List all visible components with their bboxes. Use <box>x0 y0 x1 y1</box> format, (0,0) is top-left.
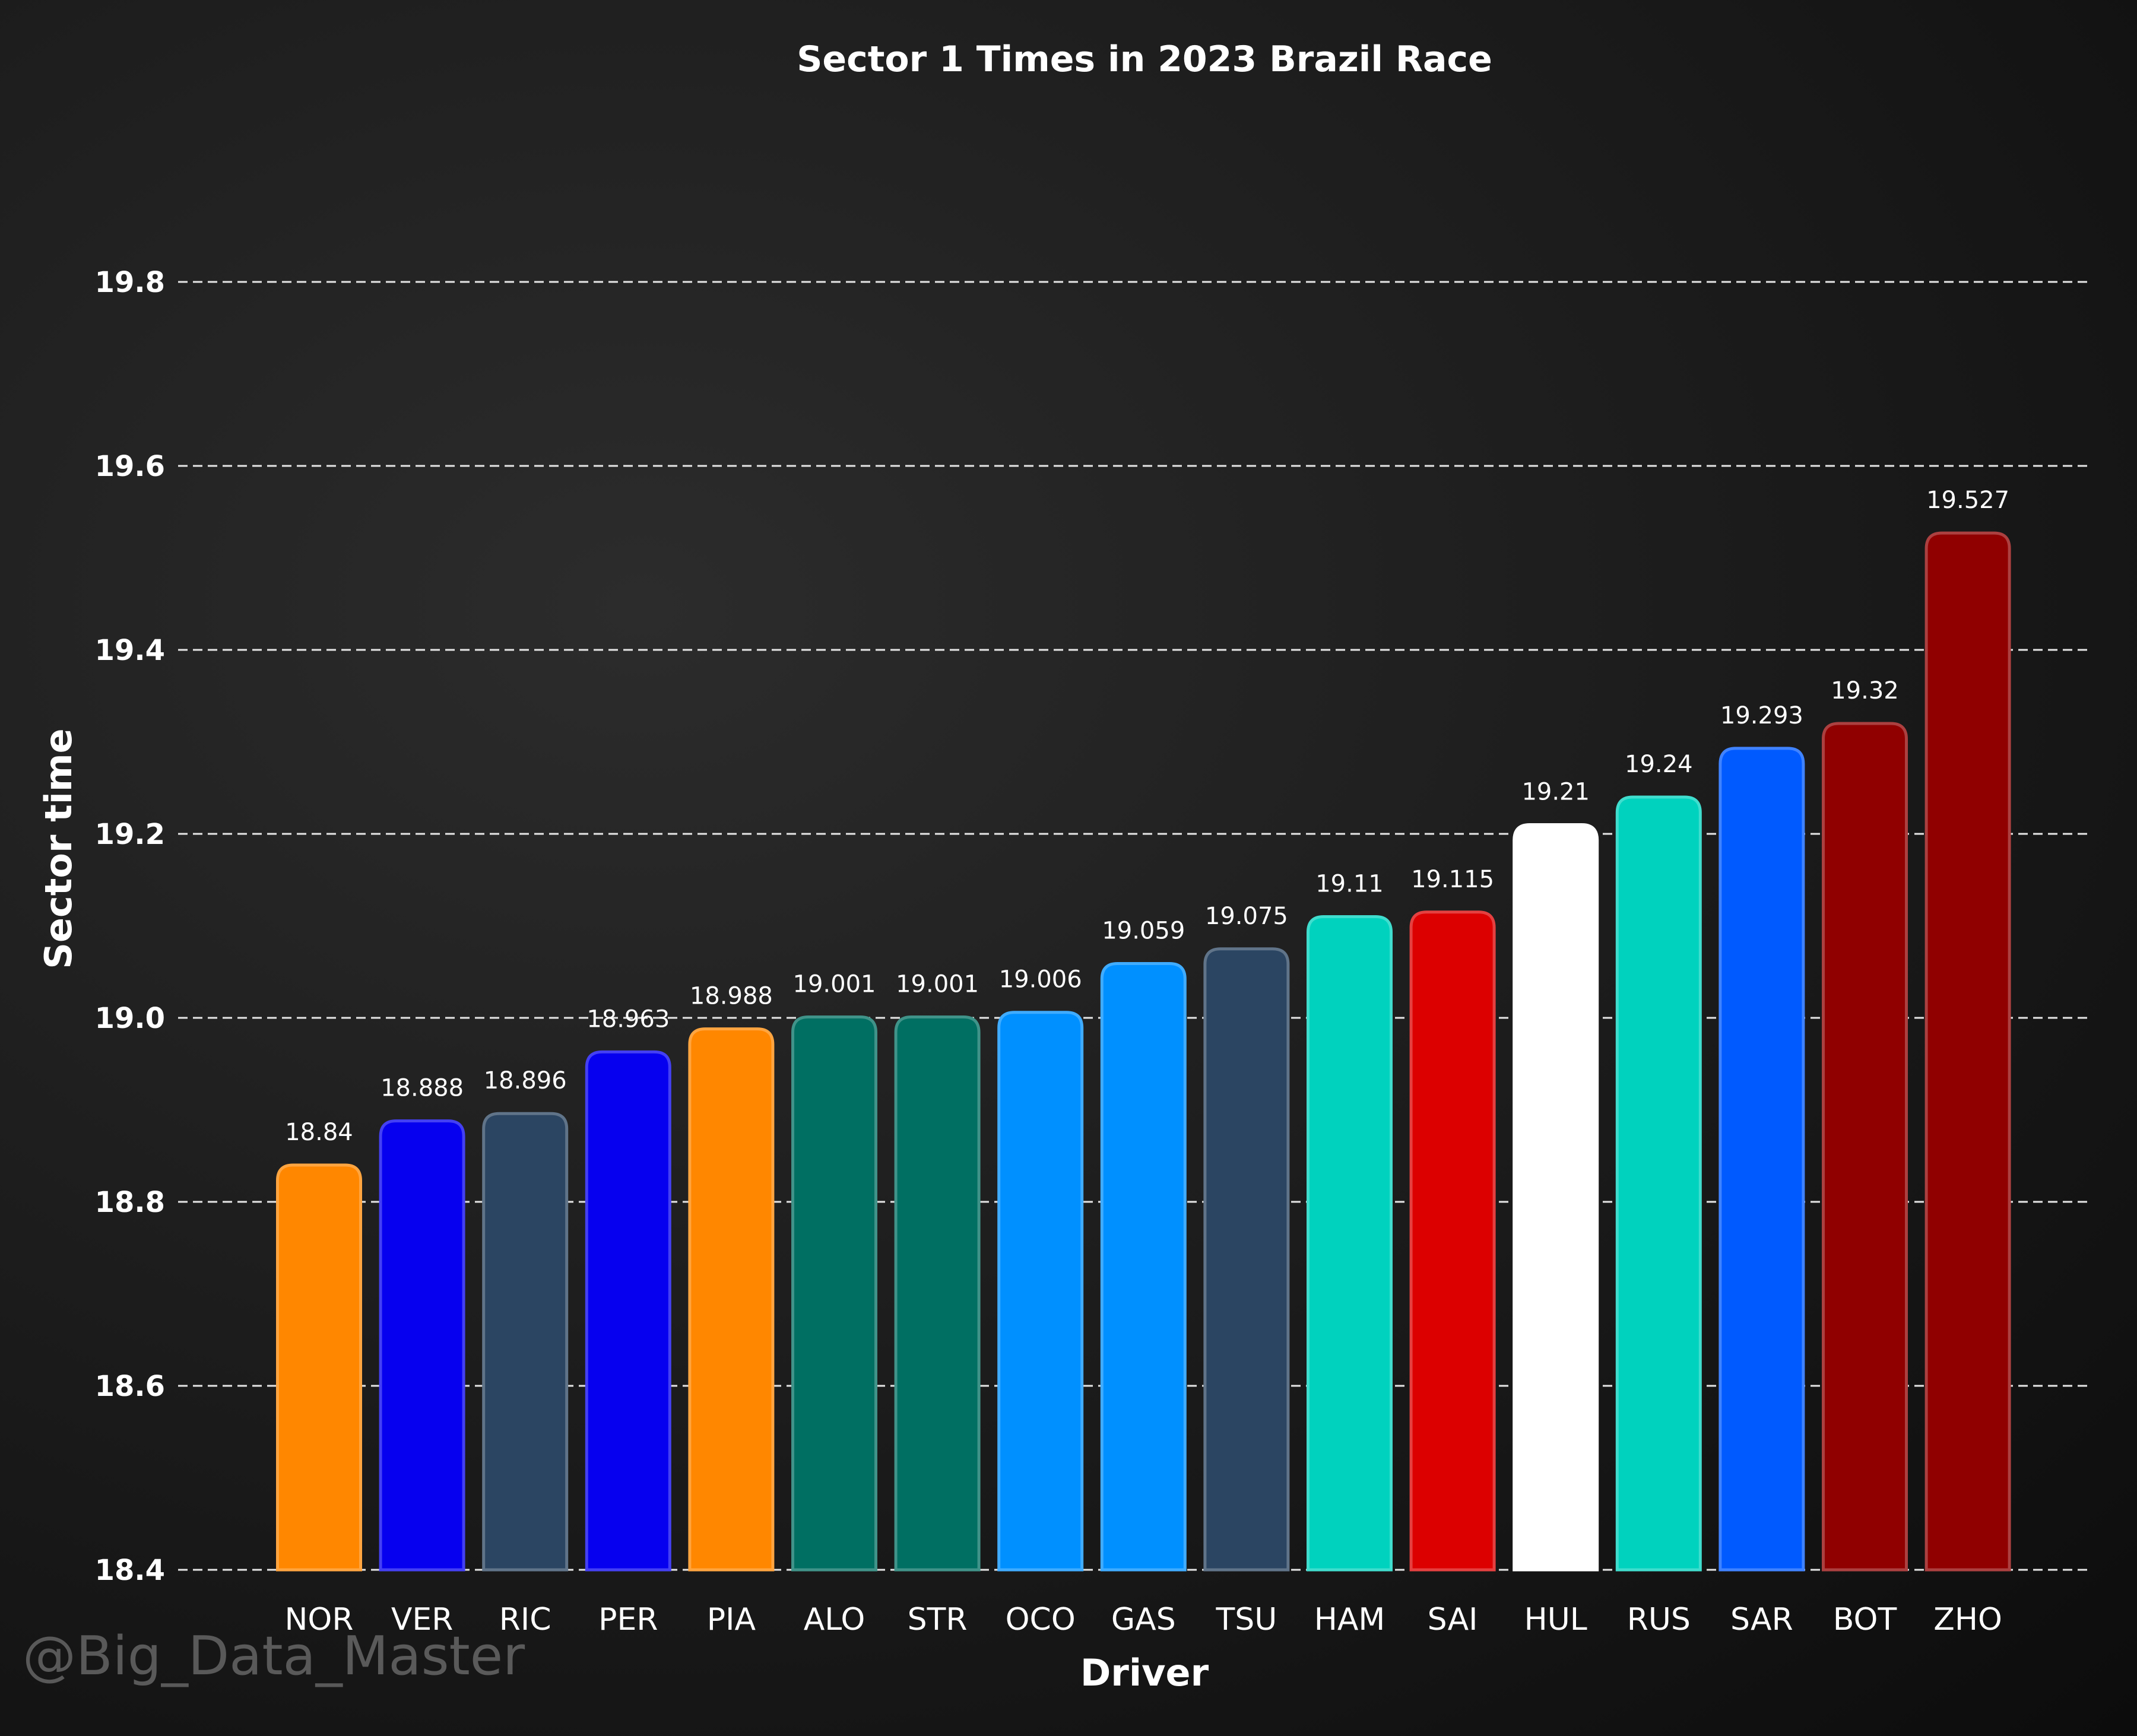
x-tick-label: BOT <box>1833 1602 1897 1637</box>
x-tick-label: PER <box>598 1602 658 1637</box>
value-label: 19.32 <box>1831 677 1899 704</box>
value-labels: 18.84 18.888 18.896 18.963 18.988 19.001 19.00… <box>285 487 2009 1146</box>
y-tick-label: 19.2 <box>95 818 165 851</box>
bar-tsu <box>1203 947 1290 1572</box>
bar-nor <box>276 1163 362 1572</box>
value-label: 19.24 <box>1625 751 1693 778</box>
bar-ric <box>482 1112 569 1572</box>
x-tick-label: VER <box>391 1602 454 1637</box>
value-label: 19.527 <box>1926 487 2009 514</box>
chart-title: Sector 1 Times in 2023 Brazil Race <box>797 39 1492 80</box>
bar-oco <box>997 1011 1084 1572</box>
x-axis-label: Driver <box>1080 1651 1209 1694</box>
bar-hul <box>1513 823 1599 1572</box>
y-tick-label: 18.6 <box>95 1370 165 1403</box>
y-tick-label: 18.4 <box>95 1554 165 1587</box>
bar-alo <box>791 1015 877 1572</box>
bar-pia <box>688 1027 775 1572</box>
bar-per <box>585 1050 671 1572</box>
x-tick-label: ALO <box>804 1602 865 1637</box>
value-label: 18.988 <box>690 983 773 1010</box>
value-label: 19.21 <box>1521 779 1590 806</box>
bar-bot <box>1822 722 1908 1572</box>
x-tick-label: GAS <box>1111 1602 1176 1637</box>
x-tick-label: RIC <box>499 1602 551 1637</box>
value-label: 19.293 <box>1720 702 1803 729</box>
y-tick-label: 18.8 <box>95 1186 165 1219</box>
y-tick-label: 19.6 <box>95 450 165 483</box>
value-label: 18.896 <box>484 1067 567 1094</box>
value-label: 19.115 <box>1411 866 1494 893</box>
bar-rus <box>1615 795 1702 1572</box>
value-label: 19.059 <box>1102 918 1185 945</box>
x-tick-label: SAI <box>1428 1602 1478 1637</box>
x-axis-ticks: NOR VER RIC PER PIA ALO STR OCO GAS TSU HAM SAI HUL R… <box>285 1602 2002 1637</box>
y-tick-label: 19.4 <box>95 634 165 667</box>
x-tick-label: STR <box>908 1602 968 1637</box>
x-tick-label: RUS <box>1627 1602 1691 1637</box>
y-tick-label: 19.8 <box>95 266 165 299</box>
x-tick-label: ZHO <box>1933 1602 2002 1637</box>
value-label: 19.001 <box>896 970 979 998</box>
y-tick-label: 19.0 <box>95 1002 165 1035</box>
value-label: 19.006 <box>999 966 1082 994</box>
value-label: 18.888 <box>381 1075 464 1102</box>
value-label: 19.075 <box>1205 903 1288 930</box>
bar-zho <box>1924 531 2011 1572</box>
x-tick-label: SAR <box>1730 1602 1793 1637</box>
bar-sar <box>1719 747 1805 1572</box>
value-label: 18.963 <box>586 1005 670 1033</box>
x-tick-label: PIA <box>707 1602 756 1637</box>
bar-str <box>894 1015 981 1572</box>
x-tick-label: TSU <box>1215 1602 1277 1637</box>
y-axis-label: Sector time <box>37 728 80 969</box>
value-label: 19.001 <box>793 970 876 998</box>
x-tick-label: NOR <box>285 1602 354 1637</box>
bar-ham <box>1307 915 1393 1572</box>
value-label: 18.84 <box>285 1119 353 1146</box>
value-label: 19.11 <box>1315 871 1384 898</box>
bar-sai <box>1409 910 1496 1572</box>
bar-ver <box>379 1119 465 1572</box>
x-tick-label: OCO <box>1006 1602 1076 1637</box>
x-tick-label: HUL <box>1524 1602 1587 1637</box>
x-tick-label: HAM <box>1314 1602 1385 1637</box>
bar-gas <box>1100 962 1187 1572</box>
bars <box>276 531 2011 1572</box>
y-axis-ticks: 18.4 18.6 18.8 19.0 19.2 19.4 19.6 19.8 <box>95 266 165 1587</box>
watermark: @Big_Data_Master <box>23 1625 525 1687</box>
